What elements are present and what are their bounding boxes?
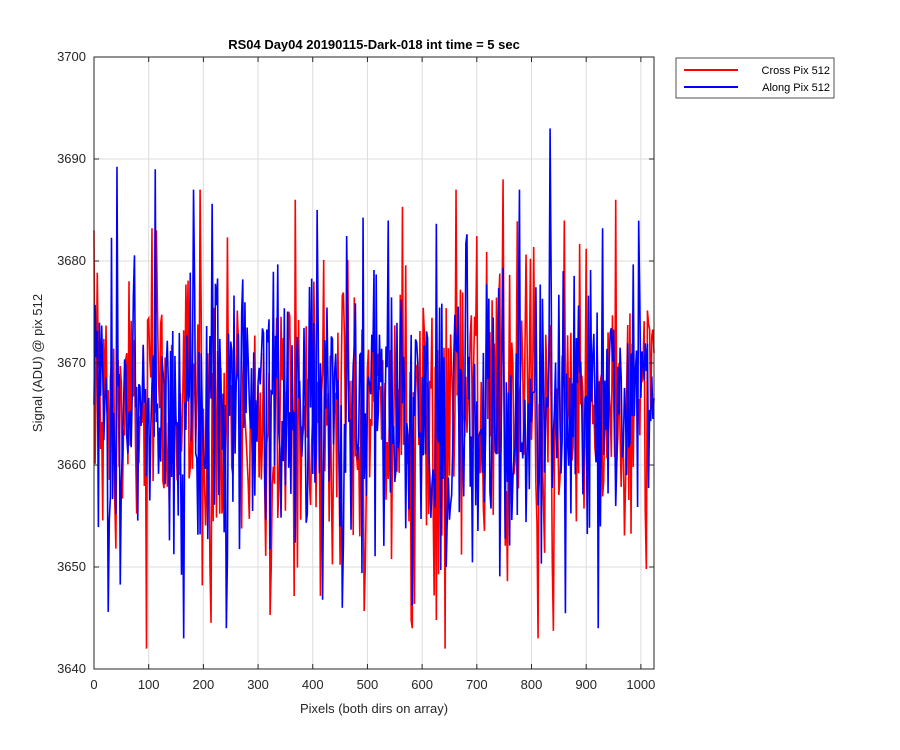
y-tick-label: 3660 (57, 457, 86, 472)
chart-title: RS04 Day04 20190115-Dark-018 int time = … (228, 37, 520, 52)
y-tick-label: 3680 (57, 253, 86, 268)
x-tick-label: 700 (466, 677, 488, 692)
x-tick-label: 900 (575, 677, 597, 692)
y-tick-label: 3640 (57, 661, 86, 676)
y-axis-label: Signal (ADU) @ pix 512 (30, 294, 45, 432)
x-tick-label: 100 (138, 677, 160, 692)
x-tick-label: 500 (357, 677, 379, 692)
series-line-along-pix-512 (93, 128, 655, 639)
legend-entry-along: Along Pix 512 (762, 82, 830, 94)
axis-ticks: 0 100 200 300 400 500 600 700 800 900 1000 3640 3650… (57, 49, 655, 692)
y-tick-label: 3650 (57, 559, 86, 574)
legend-entry-cross: Cross Pix 512 (762, 65, 830, 77)
series-layer (93, 128, 655, 649)
x-tick-label: 600 (411, 677, 433, 692)
y-tick-label: 3700 (57, 49, 86, 64)
y-tick-label: 3670 (57, 355, 86, 370)
x-tick-label: 300 (247, 677, 269, 692)
x-axis-label: Pixels (both dirs on array) (300, 701, 448, 716)
x-tick-label: 1000 (626, 677, 655, 692)
x-tick-label: 400 (302, 677, 324, 692)
x-tick-label: 800 (521, 677, 543, 692)
legend-box (675, 57, 835, 99)
x-tick-label: 0 (90, 677, 97, 692)
legend: Cross Pix 512 Along Pix 512 (675, 57, 835, 99)
x-tick-label: 200 (193, 677, 215, 692)
y-tick-label: 3690 (57, 151, 86, 166)
